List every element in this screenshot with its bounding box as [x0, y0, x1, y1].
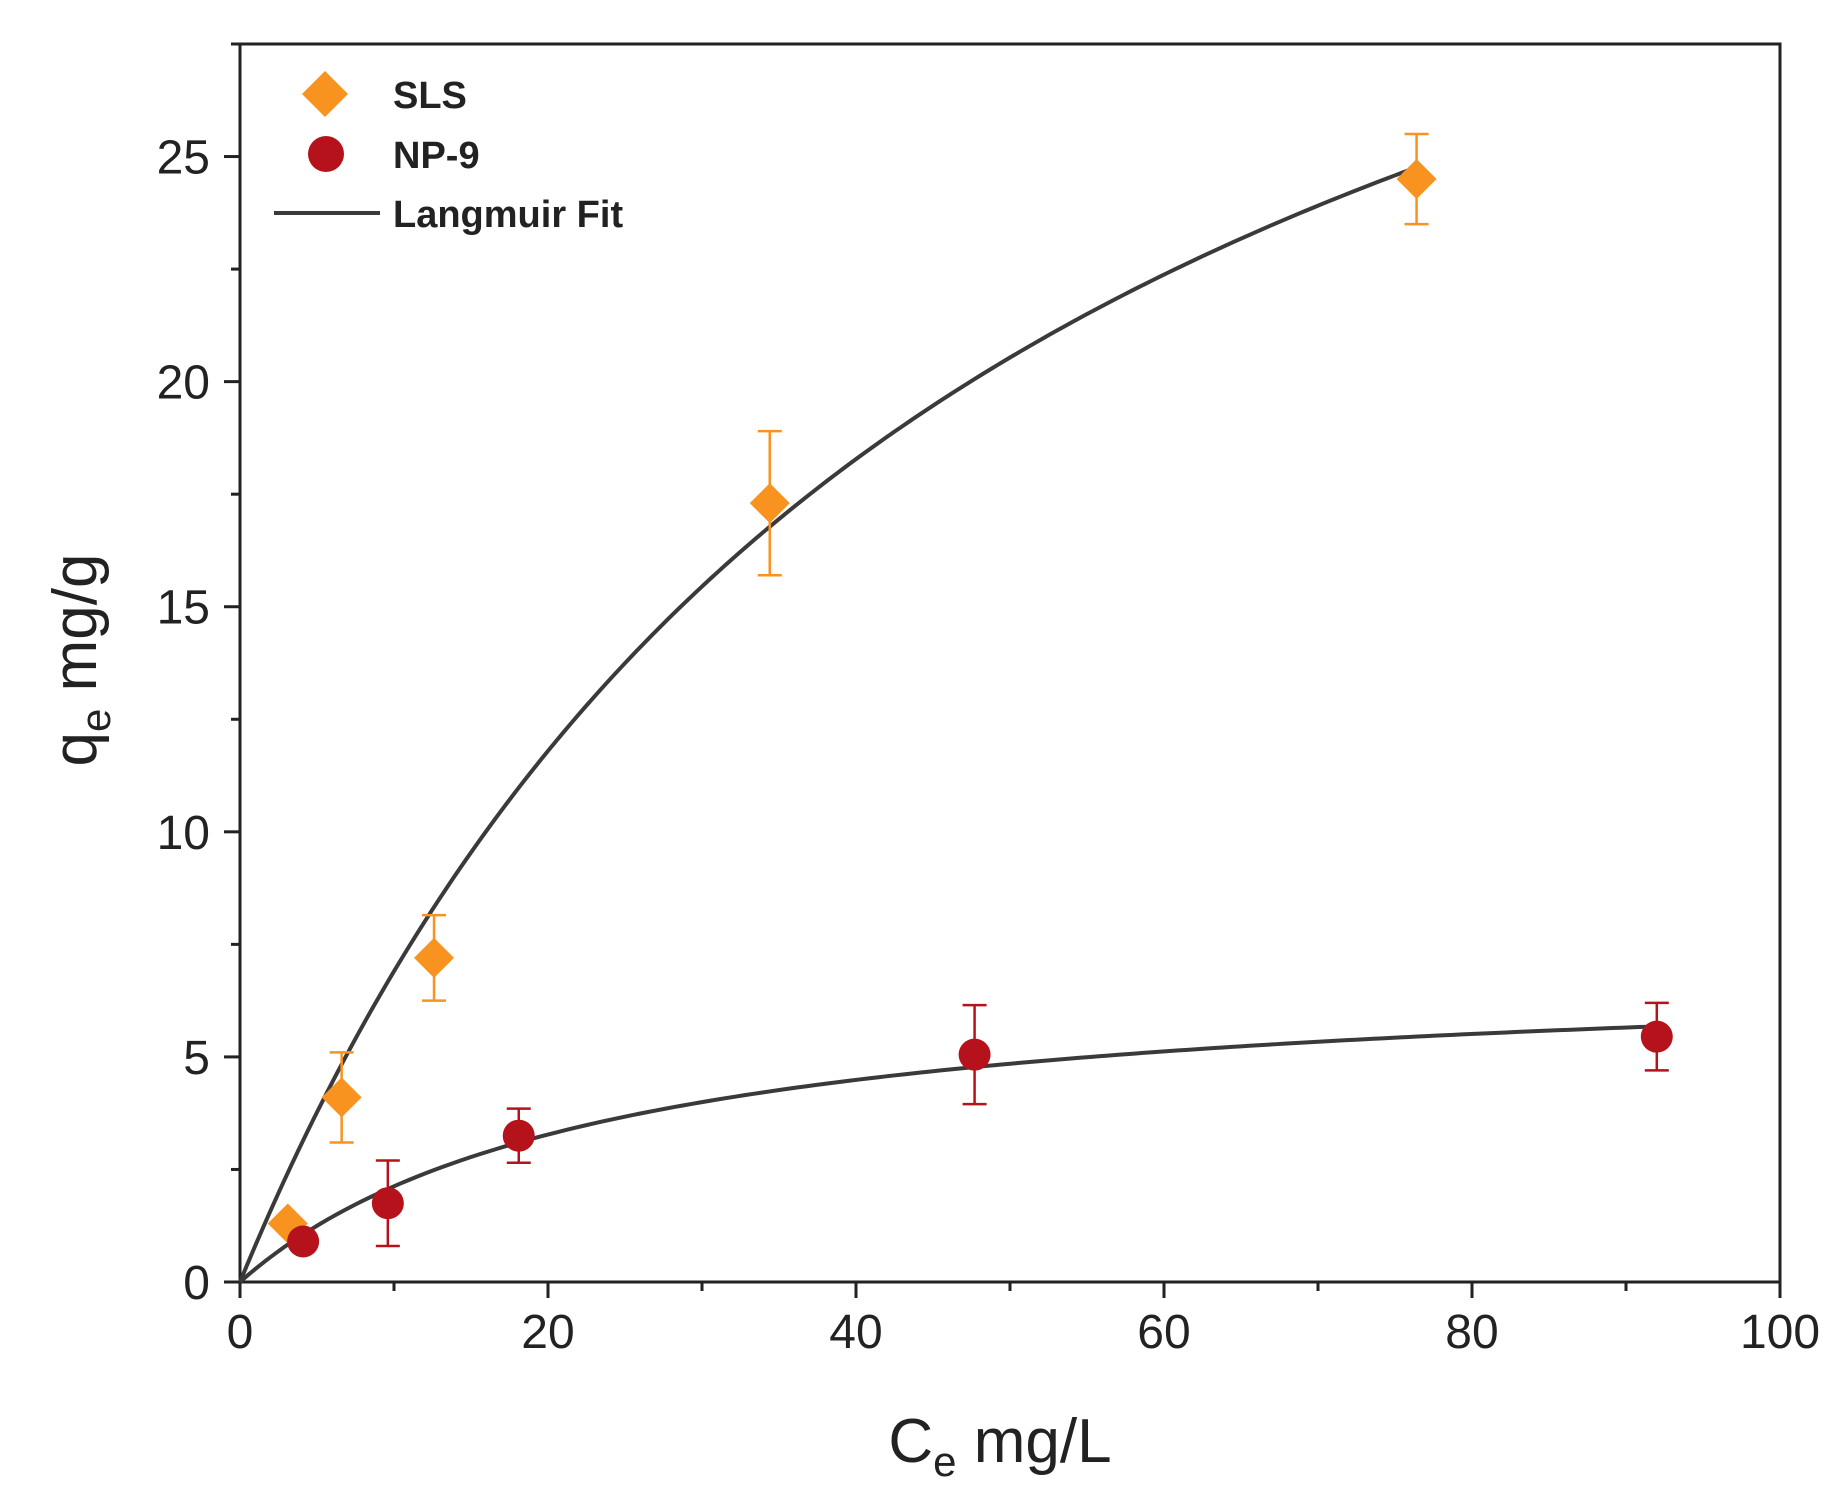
x-tick-label: 0	[227, 1306, 254, 1359]
legend-label-langmuir-fit: Langmuir Fit	[393, 194, 623, 236]
point-sls	[1396, 159, 1437, 200]
x-tick-label: 40	[829, 1306, 882, 1359]
legend-label-sls: SLS	[393, 75, 467, 117]
y-tick-label: 10	[157, 807, 210, 860]
fit-lines	[238, 165, 1657, 1284]
legend-item-langmuir-fit: Langmuir Fit	[274, 194, 623, 236]
fit-line-np9	[238, 1024, 1657, 1284]
y-tick-label: 15	[157, 582, 210, 635]
x-tick-label: 100	[1740, 1306, 1820, 1359]
x-tick-label: 80	[1445, 1306, 1498, 1359]
x-axis-ticks: 0 20 40 60 80 100	[227, 1282, 1820, 1359]
point-sls	[749, 483, 790, 524]
point-np9	[371, 1187, 404, 1220]
point-np9	[958, 1038, 991, 1071]
y-tick-label: 0	[183, 1257, 210, 1310]
point-np9	[502, 1119, 535, 1152]
y-tick-label: 20	[157, 357, 210, 410]
point-sls	[321, 1077, 362, 1118]
y-axis-ticks: 0 5 10 15 20 25	[157, 42, 240, 1310]
legend-marker-circle	[308, 136, 344, 172]
data-markers	[267, 159, 1673, 1258]
x-tick-label: 60	[1137, 1306, 1190, 1359]
legend-item-sls: SLS	[302, 71, 467, 117]
legend-label-np9: NP-9	[393, 135, 480, 177]
legend-marker-diamond	[302, 71, 348, 117]
point-sls	[414, 937, 455, 978]
y-tick-label: 5	[183, 1032, 210, 1085]
x-axis-title: Ce mg/L	[888, 1407, 1111, 1485]
y-tick-label: 25	[157, 132, 210, 185]
fit-line-sls	[238, 165, 1418, 1283]
y-axis-title: qe mg/g	[41, 554, 119, 767]
point-np9	[1640, 1020, 1673, 1053]
x-tick-label: 20	[521, 1306, 574, 1359]
point-np9	[287, 1225, 320, 1258]
legend: SLS NP-9 Langmuir Fit	[274, 71, 623, 236]
legend-item-np9: NP-9	[308, 135, 480, 177]
